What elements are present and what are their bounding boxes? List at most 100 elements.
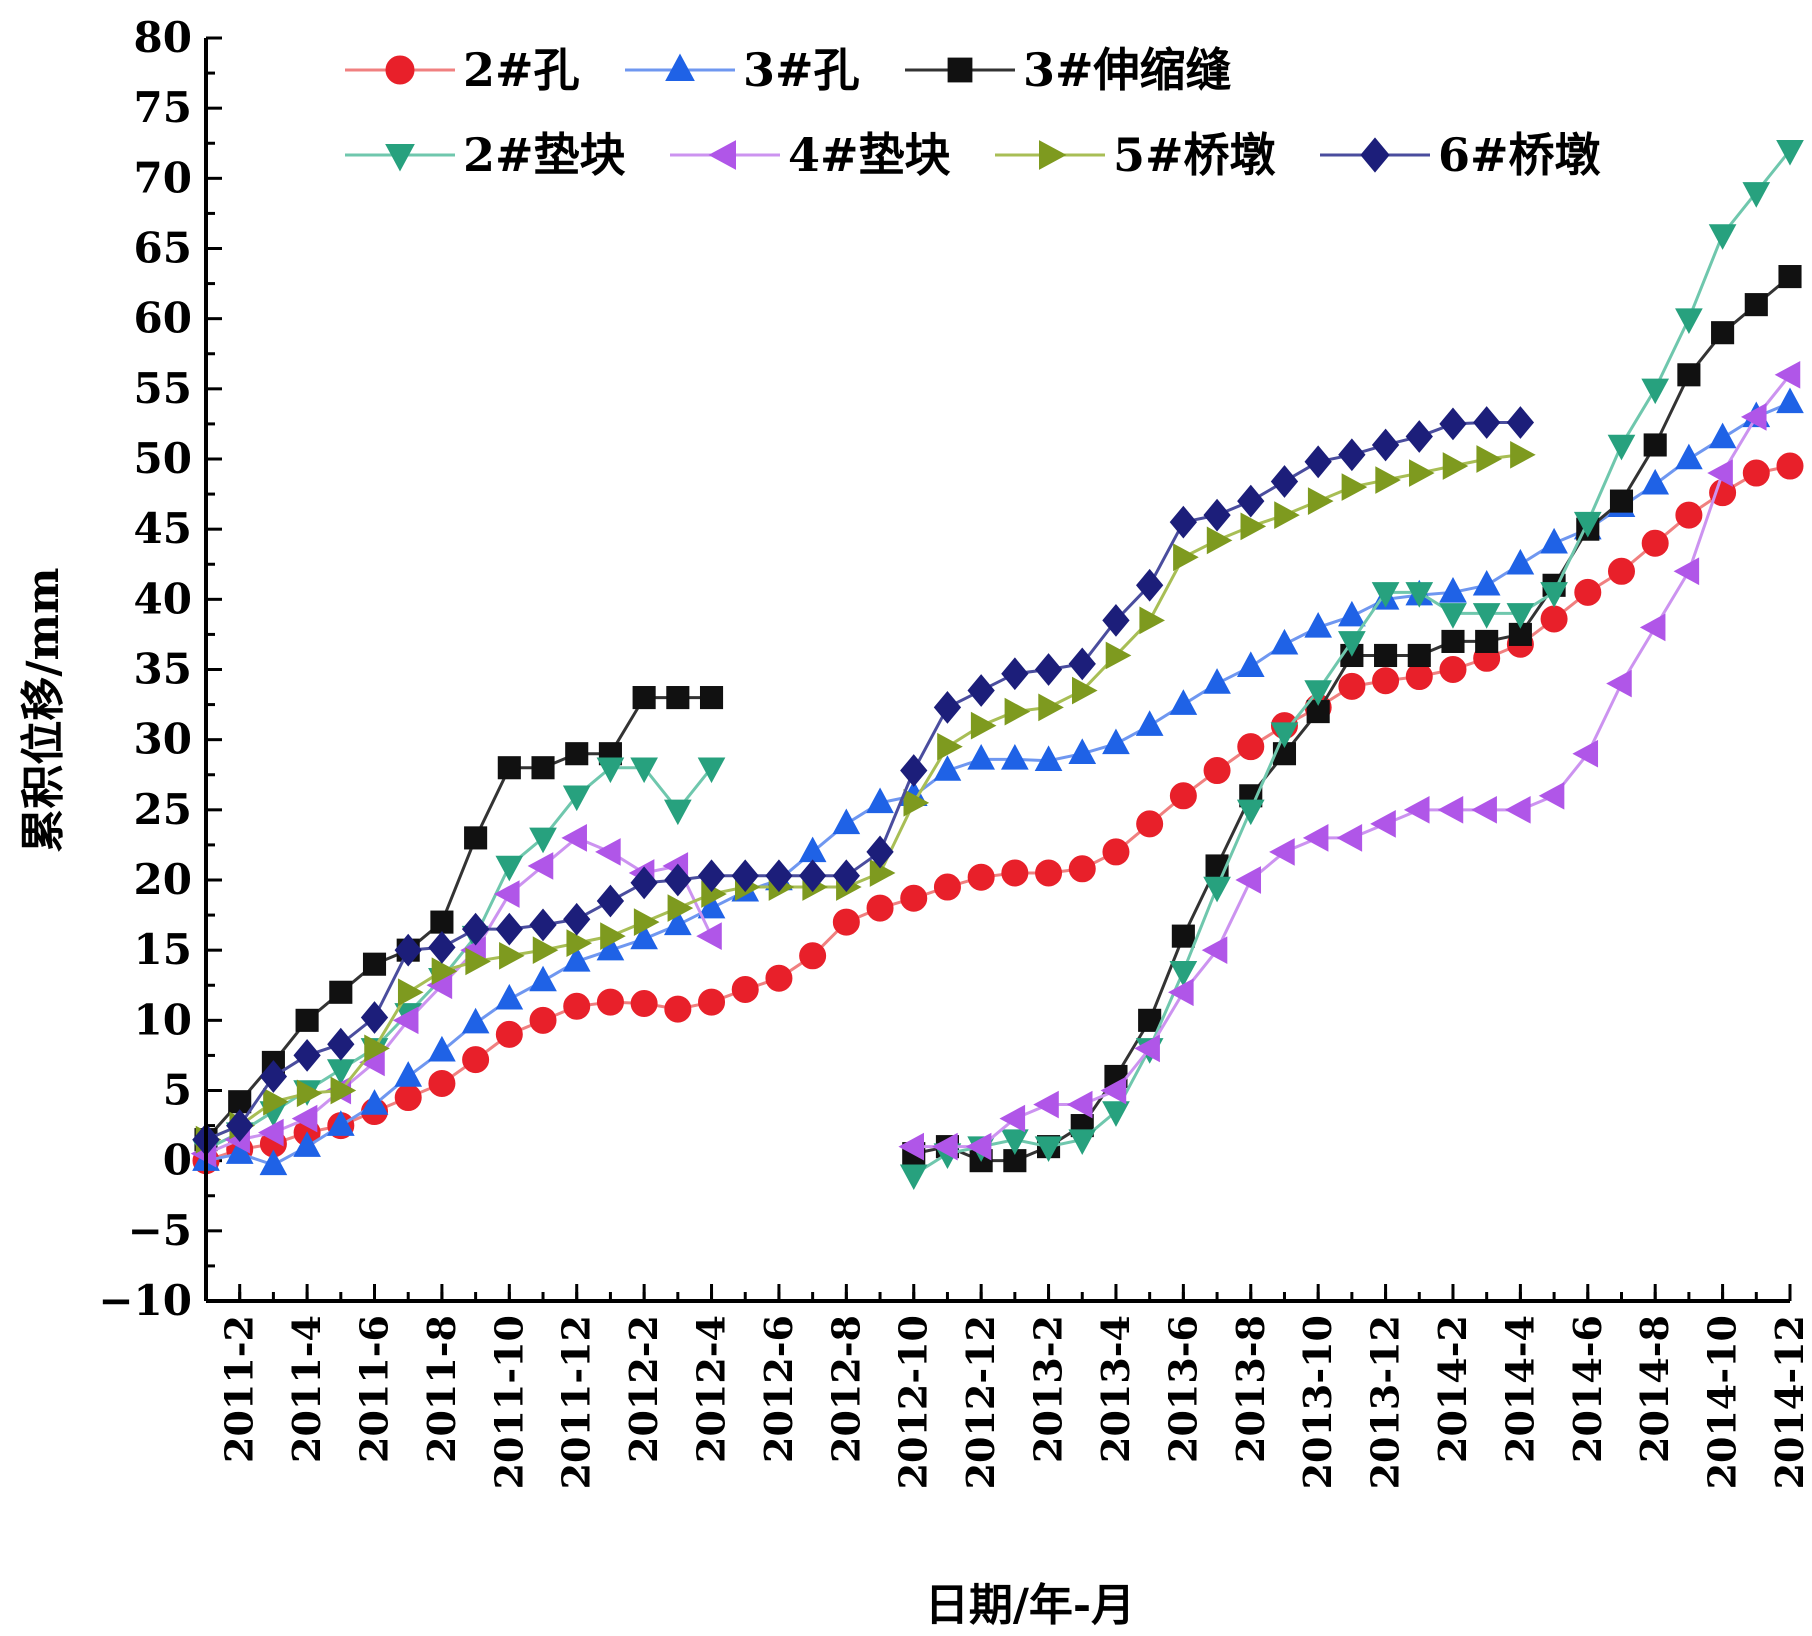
y-tick-label: 80 — [134, 13, 192, 62]
data-point — [1173, 543, 1199, 572]
data-point — [596, 884, 625, 918]
data-point — [1135, 710, 1164, 736]
x-tick-label: 2014-12 — [1767, 1315, 1812, 1489]
data-point — [596, 988, 624, 1016]
data-point — [529, 1006, 557, 1034]
data-point — [1506, 406, 1535, 439]
data-point — [697, 757, 726, 784]
x-tick-label: 2014-2 — [1430, 1315, 1475, 1463]
legend-item: 4#垫块 — [670, 128, 951, 182]
series-layer — [190, 140, 1804, 1191]
x-tick-label: 2013-4 — [1093, 1315, 1138, 1463]
data-point — [731, 859, 759, 893]
data-point — [1506, 603, 1535, 629]
data-point — [630, 923, 658, 950]
y-tick-label: 35 — [134, 645, 192, 694]
data-point — [1708, 422, 1737, 449]
y-tick-label: 50 — [134, 434, 192, 483]
y-tick-label: 55 — [134, 364, 192, 413]
data-point — [563, 902, 591, 936]
data-point — [1102, 604, 1130, 637]
data-point — [1066, 1090, 1093, 1119]
data-point — [1001, 859, 1029, 887]
data-point — [1338, 438, 1366, 472]
y-tick-label: 0 — [163, 1136, 192, 1185]
data-point — [1707, 459, 1733, 487]
legend-label: 4#垫块 — [788, 128, 951, 182]
data-point — [1039, 140, 1067, 170]
x-tick-label: 2012-12 — [958, 1315, 1003, 1489]
data-point — [394, 933, 422, 967]
data-point — [1473, 406, 1501, 439]
data-point — [462, 1046, 490, 1074]
data-point — [1201, 936, 1228, 965]
data-point — [1641, 378, 1670, 405]
data-point — [1269, 838, 1295, 866]
data-point — [965, 1132, 992, 1161]
legend: 2#孔 3#孔 3#伸缩缝 2#垫块 4#垫块 5#桥墩 6#桥墩 — [345, 43, 1601, 182]
data-point — [1607, 557, 1635, 585]
data-point — [1360, 137, 1390, 173]
data-point — [1675, 308, 1703, 335]
x-tick-label: 2014-8 — [1632, 1315, 1677, 1463]
legend-item: 2#垫块 — [345, 128, 626, 182]
x-axis-title: 日期/年-月 — [925, 1580, 1135, 1631]
data-point — [1475, 629, 1499, 653]
data-point — [595, 838, 621, 866]
data-point — [329, 980, 353, 1004]
data-point — [326, 1110, 355, 1136]
x-tick-label: 2011-8 — [419, 1315, 464, 1463]
y-tick-label: 70 — [134, 153, 192, 202]
data-point — [1574, 578, 1602, 606]
data-point — [600, 922, 626, 950]
legend-item: 2#孔 — [345, 43, 580, 97]
data-point — [562, 785, 591, 812]
data-point — [663, 799, 692, 826]
data-point — [1607, 434, 1636, 461]
data-point — [1472, 603, 1501, 629]
data-point — [1203, 668, 1231, 694]
data-point — [1439, 656, 1467, 683]
data-point — [967, 674, 995, 707]
y-tick-label: 10 — [134, 995, 192, 1044]
data-point — [1206, 526, 1233, 555]
axis-ticks — [204, 36, 1792, 1303]
data-point — [1371, 428, 1400, 462]
data-point — [932, 1132, 958, 1161]
series-line — [913, 275, 1791, 1163]
data-point — [465, 947, 491, 976]
data-point — [1439, 603, 1467, 629]
data-point — [1034, 745, 1063, 771]
data-point — [1776, 140, 1804, 166]
data-point — [933, 873, 961, 901]
data-point — [1341, 473, 1368, 501]
data-point — [1001, 657, 1029, 691]
x-tick-label: 2014-10 — [1700, 1315, 1745, 1489]
data-point — [866, 835, 894, 869]
data-point — [798, 859, 827, 893]
data-point — [1136, 568, 1164, 602]
data-point — [532, 936, 559, 965]
data-point — [1374, 643, 1398, 668]
y-tick-label: 40 — [134, 574, 192, 623]
data-point — [1001, 743, 1029, 770]
data-point — [1338, 672, 1366, 700]
data-point — [1742, 182, 1771, 208]
data-point — [1235, 866, 1262, 894]
y-tick-label: 20 — [134, 855, 192, 904]
data-point — [1472, 569, 1501, 596]
data-point — [1169, 960, 1198, 987]
data-point — [1437, 795, 1464, 824]
data-point — [633, 908, 660, 936]
data-point — [1375, 466, 1401, 494]
data-point — [832, 908, 860, 936]
data-point — [1540, 527, 1568, 554]
series-1 — [192, 452, 1804, 1175]
series-line — [205, 766, 713, 1151]
data-point — [1409, 459, 1435, 487]
data-point — [667, 894, 694, 922]
data-point — [1540, 582, 1568, 608]
data-point — [1240, 512, 1267, 541]
data-point — [431, 957, 458, 986]
data-point — [664, 863, 692, 897]
